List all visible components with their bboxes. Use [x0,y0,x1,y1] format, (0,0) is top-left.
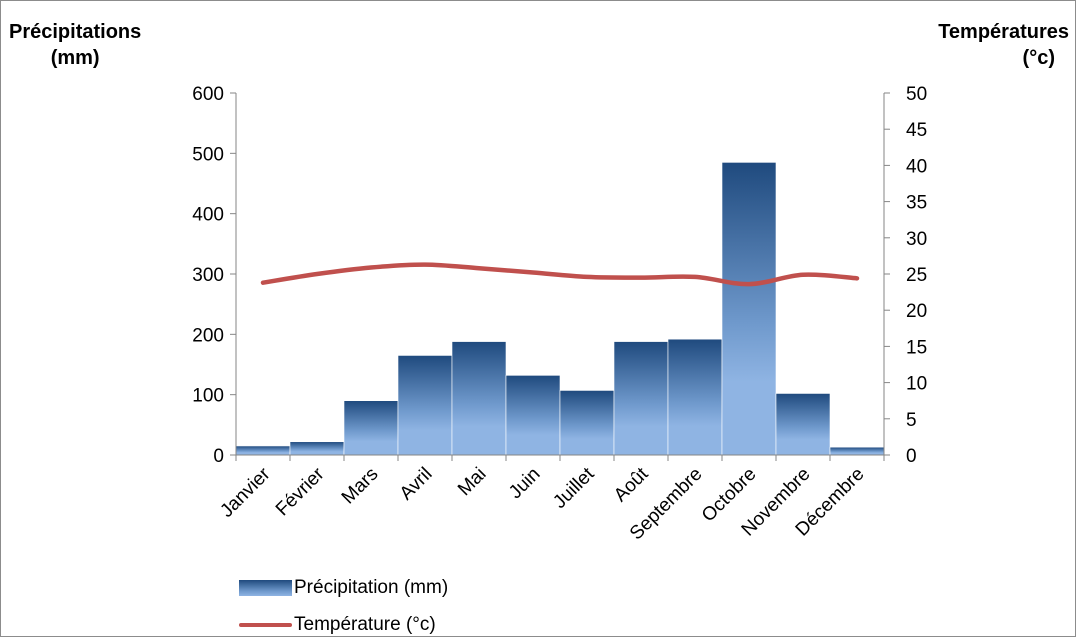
y-tick-left-label: 200 [192,325,224,346]
y-tick-left-label: 600 [192,84,224,105]
bar-8 [613,341,669,456]
x-tick-label-7: Juillet [549,463,599,513]
x-tick-label-4: Avril [396,464,437,505]
legend-label-precipitation: Précipitation (mm) [294,577,449,598]
y-axis-right-title: Températures (°c) [938,19,1069,71]
y-tick-right-label: 45 [906,120,927,141]
y-axis-left-title-line2: (mm) [50,47,100,69]
bar-4 [397,355,453,456]
legend-item-precipitation: Précipitation (mm) [239,569,448,606]
y-axis-left-title-line1: Précipitations [9,21,142,43]
bar-3 [343,400,399,456]
y-tick-right-label: 15 [906,337,927,358]
y-tick-left-label: 400 [192,205,224,226]
temperature-line [260,262,860,287]
bar-2 [289,441,345,456]
bar-11 [775,393,831,456]
bar-5 [451,341,507,456]
bar-7 [559,390,615,456]
bar-10 [721,162,777,456]
y-tick-right-label: 35 [906,193,927,214]
bar-12 [829,446,885,456]
y-tick-left-label: 100 [192,386,224,407]
x-tick-label-2: Février [272,463,329,520]
y-axis-right-title-line1: Températures [938,21,1069,43]
y-tick-right-label: 0 [906,446,917,467]
bar-9 [667,338,723,456]
y-axis-left-title: Précipitations (mm) [9,19,141,71]
legend-swatch-precipitation [239,579,292,596]
x-tick-label-6: Juin [505,464,544,503]
y-tick-right-label: 20 [906,301,927,322]
y-tick-left-label: 300 [192,265,224,286]
legend: Précipitation (mm) Température (°c) [239,569,448,643]
x-tick-label-5: Mai [454,464,491,501]
y-axis-right-title-line2: (°c) [1022,47,1055,69]
bar-6 [505,375,561,456]
x-tick-label-3: Mars [338,464,383,509]
x-tick-label-1: Janvier [216,463,275,522]
y-tick-right-label: 30 [906,229,927,250]
legend-item-temperature: Température (°c) [239,606,448,643]
x-tick-label-8: Août [610,463,653,506]
bar-1 [235,445,291,456]
y-tick-right-label: 25 [906,265,927,286]
y-tick-right-label: 40 [906,156,927,177]
y-tick-right-label: 50 [906,84,927,105]
y-tick-right-label: 10 [906,374,927,395]
y-tick-left-label: 0 [213,446,224,467]
legend-swatch-temperature [239,622,292,627]
y-tick-right-label: 5 [906,410,917,431]
legend-label-temperature: Température (°c) [294,614,436,635]
y-tick-left-label: 500 [192,144,224,165]
